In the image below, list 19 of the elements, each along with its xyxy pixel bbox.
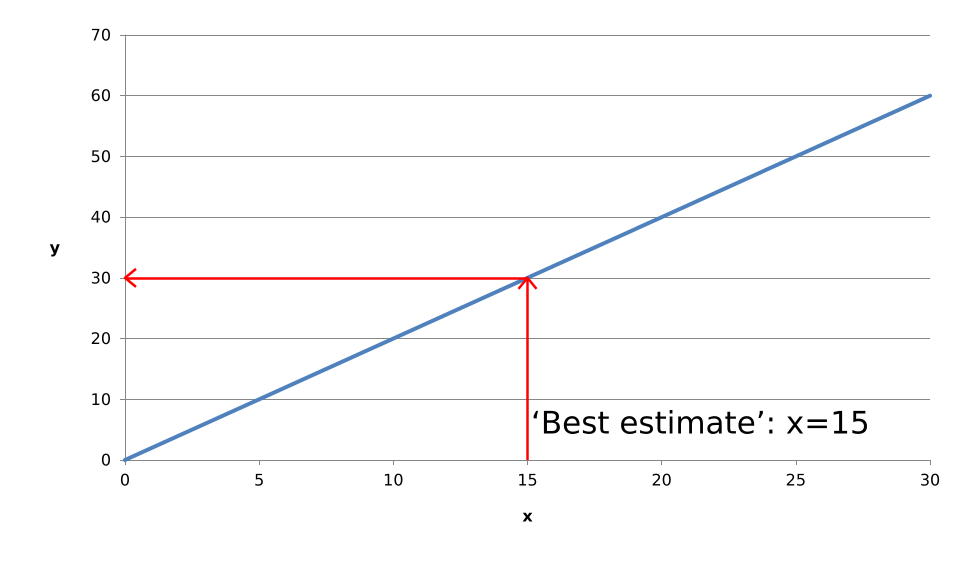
y-tick-label: 0: [100, 450, 111, 470]
x-tick-label: 20: [651, 470, 672, 490]
y-tick-label: 30: [90, 268, 111, 288]
line-series: [123, 94, 932, 462]
x-tick-label: 25: [786, 470, 806, 490]
x-tick-label: 15: [517, 470, 538, 490]
y-tick-label: 60: [90, 86, 111, 106]
y-tick-label: 50: [90, 146, 111, 166]
y-tick-label: 70: [90, 26, 111, 44]
y-tick-label: 10: [90, 390, 111, 409]
y-axis-title: y: [50, 238, 61, 257]
x-tick-label: 5: [254, 470, 264, 490]
x-tick-label: 0: [120, 470, 130, 490]
x-tick-label: 30: [920, 470, 940, 490]
x-tick-label: 10: [383, 470, 404, 490]
y-tick-label: 20: [90, 329, 111, 348]
y-tick-label: 40: [90, 208, 111, 227]
annotation: ‘Best estimate’: x=15: [531, 406, 870, 442]
x-axis-title: x: [522, 506, 534, 526]
